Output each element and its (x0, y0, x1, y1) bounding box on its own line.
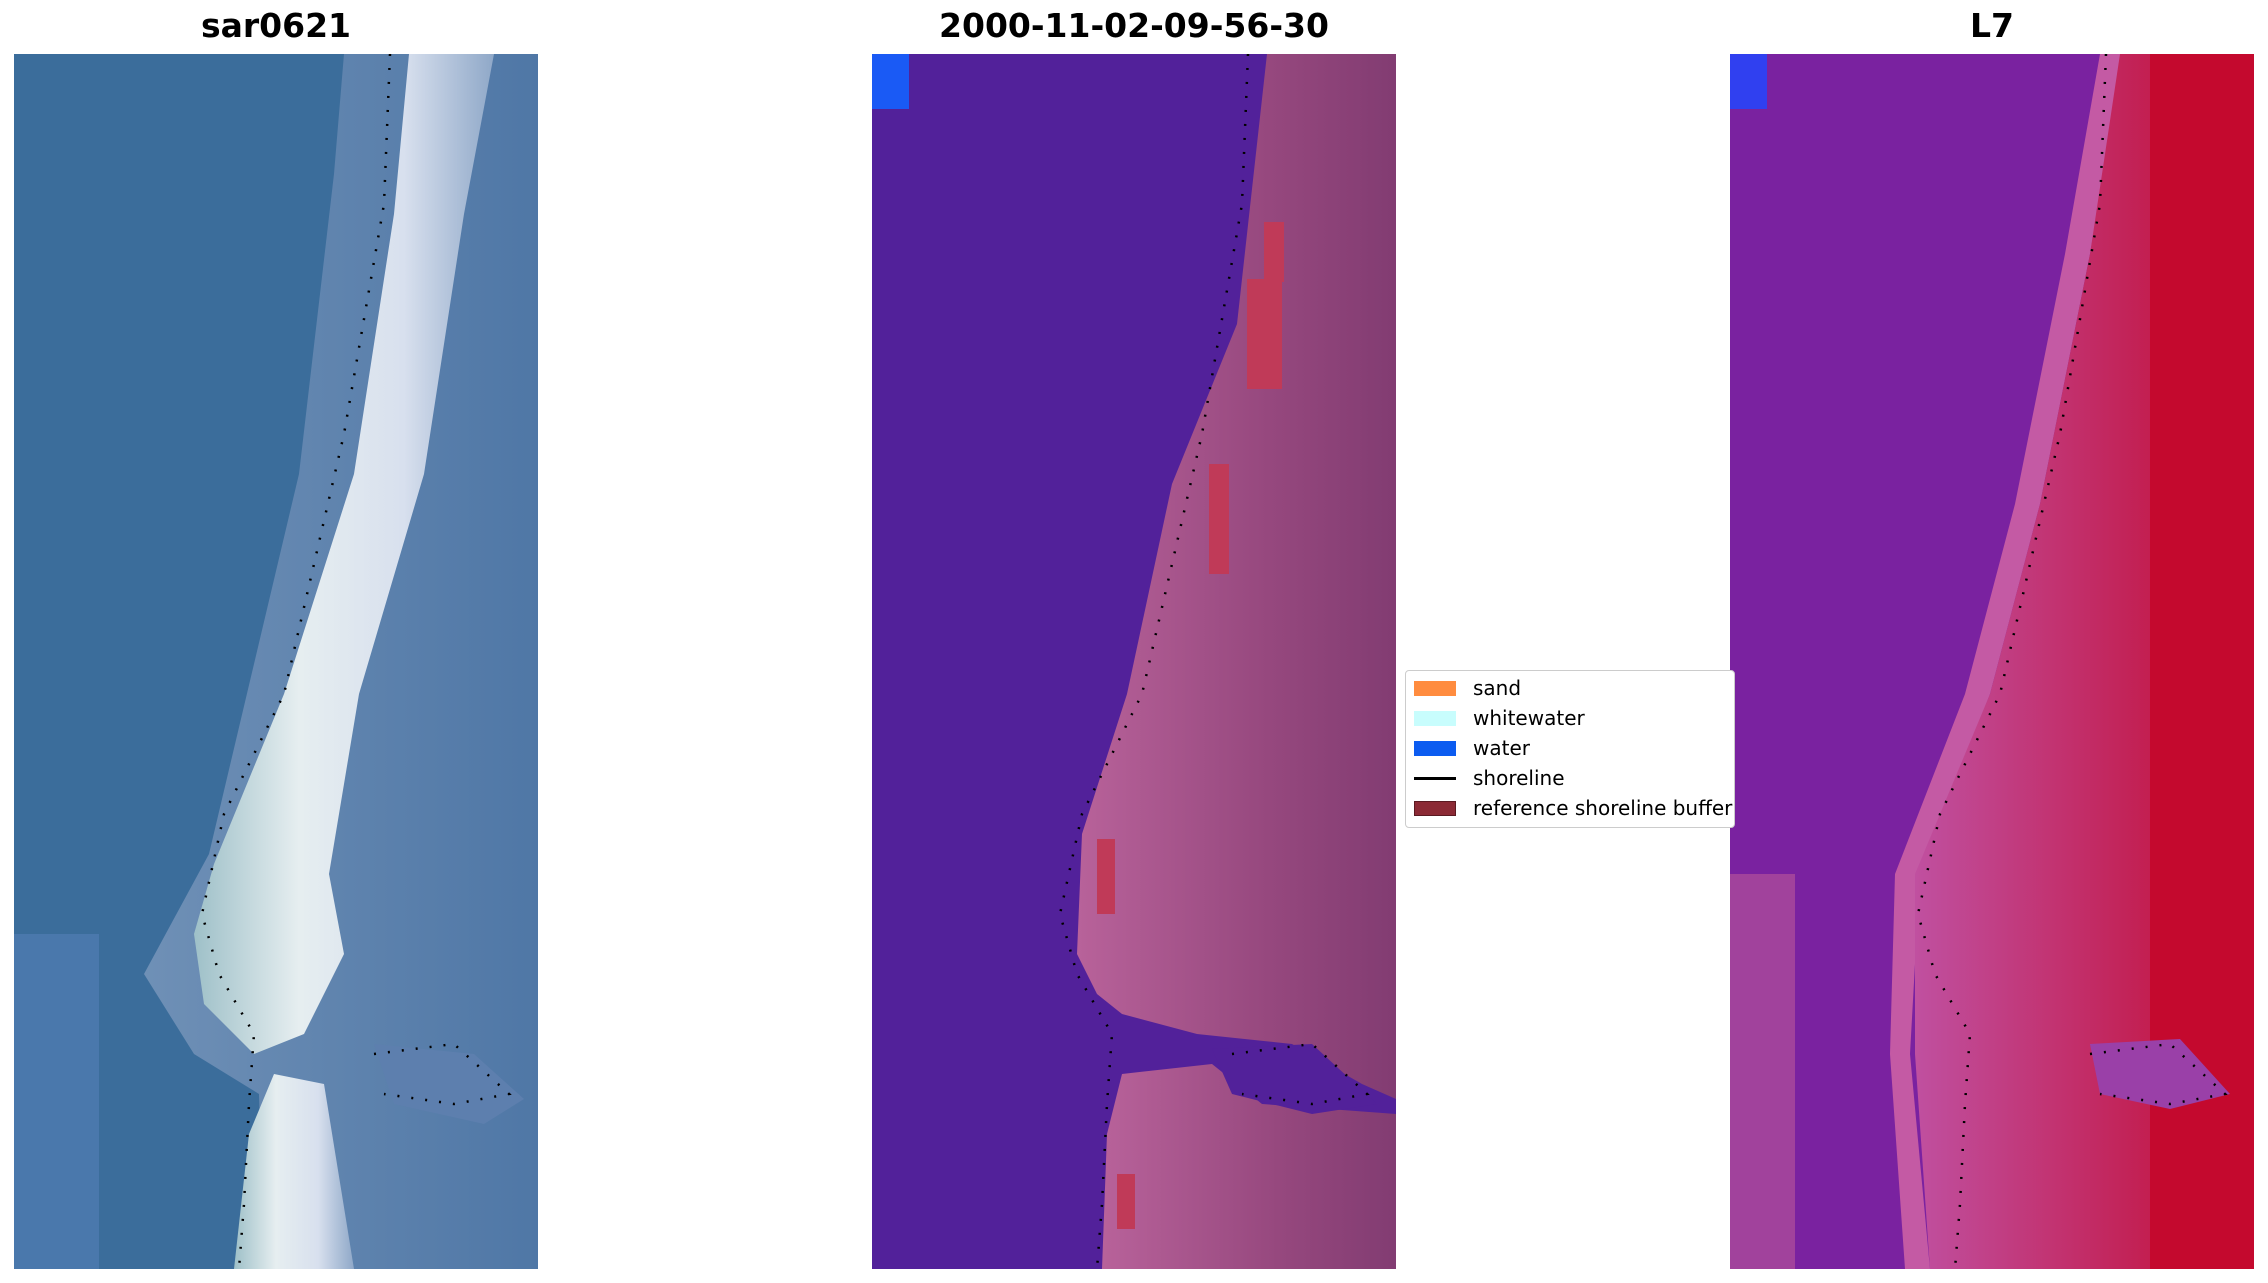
legend-item-whitewater: whitewater (1414, 705, 1585, 731)
rgb-shoreline-bar (373, 1042, 512, 1106)
legend-label: shoreline (1473, 766, 1565, 790)
index-bar (2090, 1039, 2230, 1109)
classification-land (1077, 54, 1396, 1099)
legend-line-shoreline (1414, 776, 1456, 780)
index-left-strip (1730, 874, 1795, 1269)
buffer-patch-4 (1097, 839, 1115, 914)
legend-item-sand: sand (1414, 675, 1521, 701)
panel-title-rgb: sar0621 (200, 6, 352, 45)
legend-label: whitewater (1473, 706, 1585, 730)
legend-swatch-water (1414, 740, 1456, 756)
classification-bar (1212, 1044, 1377, 1114)
legend-swatch-whitewater (1414, 710, 1456, 726)
panel-title-classification: 2000-11-02-09-56-30 (939, 6, 1329, 45)
classification-panel (872, 54, 1396, 1269)
index-image-panel (1730, 54, 2254, 1269)
rgb-beach (194, 54, 494, 1054)
legend-item-shoreline: shoreline (1414, 765, 1565, 791)
legend-swatch-sand (1414, 680, 1456, 696)
legend-item-water: water (1414, 735, 1530, 761)
panel-title-index: L7 (1970, 6, 2014, 45)
rgb-bar (374, 1044, 524, 1124)
index-shoreline-bar (2089, 1042, 2228, 1106)
rgb-beach-lower (234, 1074, 354, 1269)
legend-label: water (1473, 736, 1530, 760)
buffer-patch-3 (1209, 464, 1229, 574)
legend-swatch-reference-buffer (1414, 800, 1456, 816)
legend-label: sand (1473, 676, 1522, 700)
index-blue-corner (1730, 54, 1767, 109)
classification-shoreline-bar (1231, 1042, 1370, 1106)
buffer-patch-5 (1117, 1174, 1135, 1229)
buffer-patch-2 (1247, 279, 1282, 389)
legend-label: reference shoreline buffer (1473, 796, 1733, 820)
classification-water-corner (872, 54, 909, 109)
rgb-strip (14, 934, 99, 1269)
classification-land-lower (1102, 1064, 1396, 1269)
rgb-image-panel (14, 54, 538, 1269)
index-shore-band (1890, 54, 2125, 1269)
legend: sand whitewater water shoreline referenc… (1405, 670, 1735, 828)
buffer-patch-1 (1264, 222, 1284, 282)
legend-item-reference-buffer: reference shoreline buffer (1414, 795, 1732, 821)
